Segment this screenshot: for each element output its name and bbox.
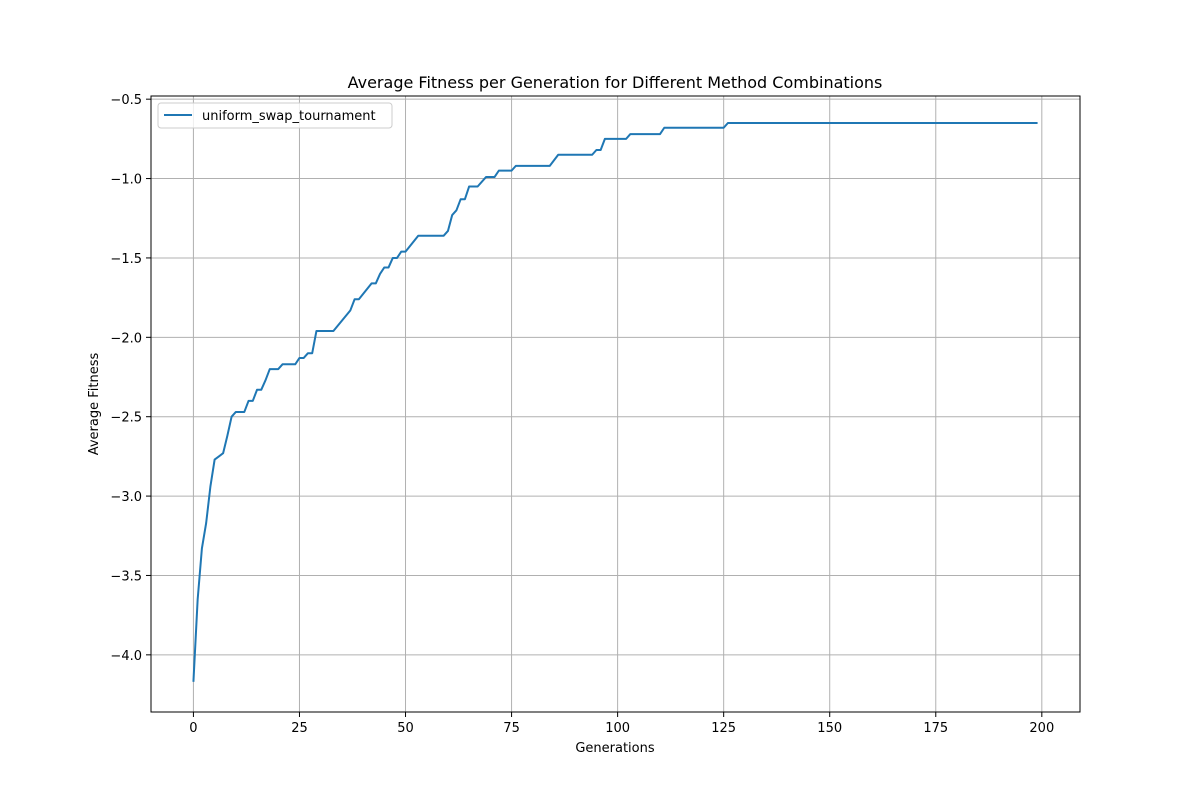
legend: uniform_swap_tournament bbox=[157, 102, 393, 129]
x-tick-label: 25 bbox=[291, 721, 308, 736]
y-tick-label: −1.5 bbox=[110, 252, 142, 267]
x-axis-title: Generations bbox=[575, 741, 655, 756]
chart-title: Average Fitness per Generation for Diffe… bbox=[348, 73, 883, 92]
y-tick-label: −3.5 bbox=[110, 569, 142, 584]
series-line-uniform-swap-tournament bbox=[192, 121, 1038, 682]
y-tick-label: −2.5 bbox=[110, 411, 142, 426]
plot-frame bbox=[150, 95, 1081, 713]
x-tick-label: 175 bbox=[923, 721, 948, 736]
y-tick-label: −1.0 bbox=[110, 173, 142, 188]
series-layer bbox=[192, 121, 1038, 682]
y-tick-label: −4.0 bbox=[110, 649, 142, 664]
legend-box bbox=[157, 102, 393, 129]
y-tick-label: −3.0 bbox=[110, 490, 142, 505]
x-tick-label: 125 bbox=[711, 721, 736, 736]
legend-label-uniform-swap-tournament: uniform_swap_tournament bbox=[202, 109, 376, 124]
grid-layer bbox=[151, 96, 1080, 712]
y-tick-label: −2.0 bbox=[110, 331, 142, 346]
ticks-layer: 0 25 50 75 100 125 150 175 200 −4.0 −3.5 −3.0 −2.5 −2… bbox=[110, 93, 1054, 736]
x-tick-label: 100 bbox=[605, 721, 630, 736]
y-tick-label: −0.5 bbox=[110, 93, 142, 108]
x-tick-label: 75 bbox=[503, 721, 520, 736]
x-tick-label: 0 bbox=[189, 721, 197, 736]
x-tick-label: 200 bbox=[1029, 721, 1054, 736]
x-tick-label: 150 bbox=[817, 721, 842, 736]
y-axis-title: Average Fitness bbox=[87, 353, 102, 456]
x-tick-label: 50 bbox=[397, 721, 414, 736]
